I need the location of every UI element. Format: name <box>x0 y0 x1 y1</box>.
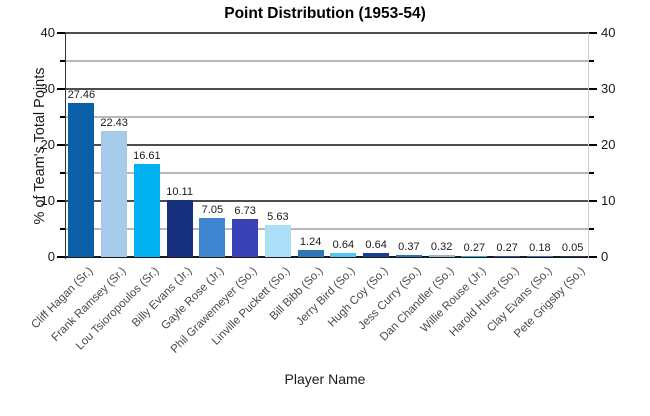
plot-border-left <box>65 33 66 259</box>
bar-value-label: 0.32 <box>430 241 453 254</box>
y-axis-major-tick <box>57 32 65 34</box>
bar-value-label: 0.37 <box>398 240 420 253</box>
bar-value-label: 16.61 <box>133 149 161 162</box>
y-axis-major-tick <box>589 88 597 90</box>
y-tick-label-left: 10 <box>40 193 55 208</box>
bar <box>330 253 357 257</box>
gridline-major <box>65 32 589 34</box>
y-tick-label-right: 30 <box>601 81 616 96</box>
bar-value-label: 0.18 <box>529 242 551 254</box>
bar-value-label: 22.43 <box>100 117 128 130</box>
gridline-major <box>65 88 589 90</box>
y-axis-minor-tick <box>589 172 594 174</box>
y-tick-label-left: 0 <box>47 249 55 264</box>
y-axis-minor-tick <box>589 228 594 230</box>
bar-value-label: 7.05 <box>201 203 224 216</box>
gridline-major <box>65 200 589 202</box>
y-axis-minor-tick <box>60 172 65 174</box>
bar-value-label: 0.05 <box>561 242 584 254</box>
bar <box>264 225 291 257</box>
y-axis-major-tick <box>57 88 65 90</box>
chart-title: Point Distribution (1953-54) <box>224 5 426 22</box>
y-axis-minor-tick <box>589 116 594 118</box>
bar-value-label: 0.27 <box>463 241 486 254</box>
bar <box>363 253 390 257</box>
y-axis-major-tick <box>57 256 65 258</box>
y-tick-label-left: 20 <box>40 137 55 152</box>
y-tick-label-right: 40 <box>601 25 616 40</box>
bar <box>133 163 160 257</box>
bar <box>101 131 128 257</box>
y-axis-minor-tick <box>60 60 65 62</box>
y-tick-label-right: 20 <box>601 137 616 152</box>
bar <box>166 200 193 257</box>
bar <box>68 103 95 257</box>
bar-value-label: 10.11 <box>166 186 193 199</box>
bar <box>494 255 521 257</box>
plot-border-right <box>588 33 589 259</box>
y-axis-minor-tick <box>60 228 65 230</box>
y-tick-label-left: 40 <box>40 25 55 40</box>
gridline-minor <box>65 228 589 230</box>
y-tick-label-right: 10 <box>601 193 616 208</box>
gridline-minor <box>65 60 589 62</box>
bar-value-label: 6.73 <box>234 205 256 218</box>
gridline-minor <box>65 116 589 118</box>
bar-value-label: 5.63 <box>267 211 289 224</box>
bar-value-label: 27.46 <box>67 89 96 102</box>
bar-value-label: 0.27 <box>496 241 518 254</box>
y-axis-major-tick <box>57 144 65 146</box>
y-axis-major-tick <box>57 200 65 202</box>
plot-area: 27.46 22.43 16.61 10.11 7.05 6.73 5.63 1.24 0.64… <box>65 32 589 259</box>
bar <box>232 219 259 257</box>
y-tick-label-left: 30 <box>40 81 55 96</box>
y-axis-title: % of Team's Total Points <box>32 67 48 225</box>
y-axis-major-tick <box>589 144 597 146</box>
bar <box>559 256 586 257</box>
y-axis-minor-tick <box>589 60 594 62</box>
gridline-minor <box>65 172 589 174</box>
bar-value-label: 0.64 <box>365 239 387 252</box>
bar-value-label: 0.64 <box>332 239 355 252</box>
y-axis-minor-tick <box>60 116 65 118</box>
bar <box>297 250 324 257</box>
x-axis-title: Player Name <box>284 371 366 387</box>
y-axis-major-tick <box>589 32 597 34</box>
bar <box>395 254 422 257</box>
bar <box>199 217 226 257</box>
bar <box>461 255 488 257</box>
gridline-major <box>65 144 589 146</box>
bar <box>428 255 455 257</box>
gridline-major <box>65 256 589 258</box>
bar <box>526 256 553 257</box>
y-tick-label-right: 0 <box>601 249 609 264</box>
bar-value-label: 1.24 <box>299 236 322 249</box>
y-axis-major-tick <box>589 200 597 202</box>
y-axis-major-tick <box>589 256 597 258</box>
